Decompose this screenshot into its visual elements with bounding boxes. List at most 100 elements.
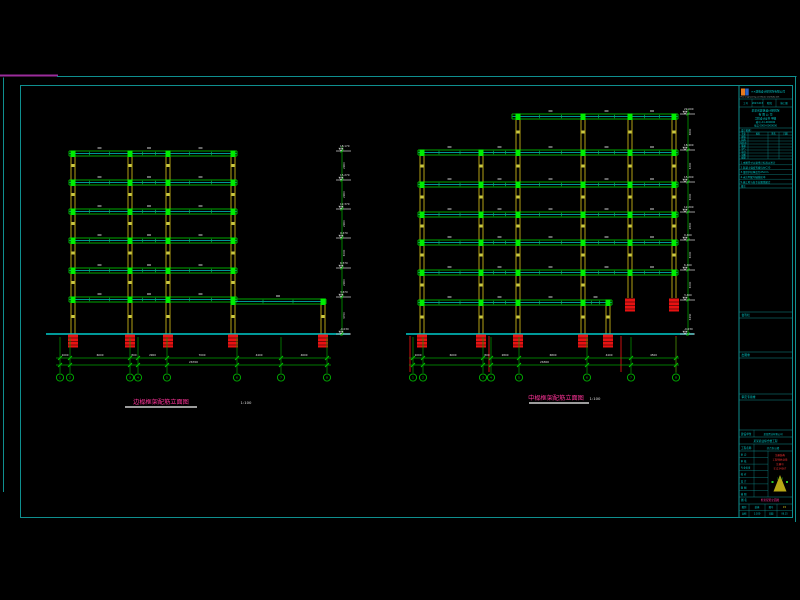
story-height-text: 3000 bbox=[342, 249, 346, 256]
dim-text: 800 bbox=[131, 353, 136, 357]
beam-column-node bbox=[165, 237, 171, 244]
beam-column-node bbox=[127, 150, 133, 157]
beam-column-node bbox=[419, 269, 425, 276]
level-dim-tick bbox=[340, 178, 344, 182]
beam-column-node bbox=[515, 113, 521, 120]
title-block-text: ××建筑设计研究院有限公司 bbox=[751, 90, 785, 94]
dim-text: 800 bbox=[484, 353, 489, 357]
dim-text: 4400 bbox=[606, 353, 613, 357]
dim-text: 2900 bbox=[149, 353, 156, 357]
beam-column-node bbox=[605, 299, 611, 306]
story-height-text: 3200 bbox=[688, 162, 692, 169]
beam-annotation-mark bbox=[147, 147, 151, 149]
level-value: 3.400 bbox=[684, 293, 692, 297]
beam-column-node bbox=[230, 208, 236, 215]
level-value: 6.570 bbox=[340, 261, 348, 265]
beam-column-node bbox=[580, 211, 586, 218]
beam-annotation-mark bbox=[447, 266, 452, 268]
beam-annotation-mark bbox=[650, 236, 654, 238]
beam-annotation-mark bbox=[497, 236, 502, 238]
story-height-text: 3000 bbox=[688, 193, 692, 200]
column-tick bbox=[166, 315, 170, 318]
level-dim-tick bbox=[340, 266, 344, 270]
title-block-text: 建筑 bbox=[741, 135, 746, 139]
title-block-text: 描 图 bbox=[741, 492, 747, 496]
title-block-text: 建设单位 bbox=[741, 432, 752, 436]
column-tick bbox=[420, 315, 424, 319]
beam-annotation-mark bbox=[97, 264, 102, 266]
column-tick bbox=[231, 315, 235, 318]
beam-column-node bbox=[671, 211, 677, 218]
level-flag-triangle bbox=[682, 296, 688, 301]
footing-pad bbox=[603, 334, 613, 348]
beam-column-node bbox=[627, 269, 633, 276]
title-block-text: 图别 bbox=[742, 505, 747, 509]
title-block-text: 工程设计证书 甲级 bbox=[755, 117, 777, 121]
beam-annotation-mark bbox=[650, 208, 654, 210]
column-tick bbox=[166, 193, 170, 196]
level-dim-tick bbox=[686, 148, 690, 152]
title-block-text: 概算 bbox=[741, 156, 746, 160]
title-block-text: 暖通 bbox=[741, 144, 746, 148]
beam-column-node bbox=[419, 149, 425, 156]
beam-column-node bbox=[165, 150, 171, 157]
beam-column-node bbox=[627, 211, 633, 218]
axis-bubble bbox=[162, 373, 172, 382]
column-tick bbox=[420, 253, 424, 257]
title-block-text: 审 核 bbox=[741, 459, 747, 463]
title-block-text: 5.施工时与各专业图纸配合 bbox=[741, 180, 771, 184]
story-height-text: 2900 bbox=[342, 279, 346, 286]
axis-bubble bbox=[55, 373, 65, 382]
beam-column-node bbox=[127, 267, 133, 274]
dim-text: 6000 bbox=[97, 353, 104, 357]
beam-column-node bbox=[671, 113, 677, 120]
beam-column-node bbox=[127, 208, 133, 215]
beam-annotation-mark bbox=[548, 236, 553, 238]
beam-annotation-mark bbox=[97, 147, 102, 149]
title-block-text: 1:100 bbox=[754, 513, 761, 516]
title-block-text: 电气 bbox=[741, 147, 746, 151]
story-height-text: 2900 bbox=[342, 191, 346, 198]
title-block-text: 某某省建筑设计研究院 bbox=[752, 109, 780, 113]
title-block-graphic bbox=[786, 481, 788, 483]
axis-bubble bbox=[125, 373, 135, 382]
beam-annotation-mark bbox=[548, 296, 553, 298]
beam-annotation-mark bbox=[548, 266, 553, 268]
beam-annotation-mark bbox=[497, 178, 502, 180]
beam-column-node bbox=[478, 149, 484, 156]
column-tick bbox=[420, 283, 424, 287]
level-flag-triangle bbox=[338, 330, 344, 335]
column-tick bbox=[231, 164, 235, 167]
beam-annotation-mark bbox=[147, 264, 151, 266]
column-tick bbox=[628, 164, 632, 168]
drawing-scale: 1:100 bbox=[241, 400, 253, 405]
footing-pad bbox=[578, 334, 588, 348]
column-tick bbox=[581, 283, 585, 287]
level-dim-tick bbox=[686, 332, 690, 336]
column-tick bbox=[128, 193, 132, 196]
story-height-text: 3430 bbox=[688, 313, 692, 320]
beam-column-node bbox=[580, 299, 586, 306]
story-height-text: 3000 bbox=[688, 281, 692, 288]
title-block-text: 日期 bbox=[769, 512, 774, 516]
title-block-text: 工程名称 bbox=[741, 446, 752, 450]
level-value: -0.030 bbox=[684, 327, 693, 331]
inner-border bbox=[20, 85, 793, 518]
dim-text: 4500 bbox=[650, 353, 657, 357]
column-tick bbox=[479, 224, 483, 228]
title-block-graphic bbox=[741, 88, 745, 96]
level-value: 9.470 bbox=[340, 231, 348, 235]
level-flag-triangle bbox=[338, 205, 344, 210]
column-tick bbox=[128, 315, 132, 318]
beam-annotation-mark bbox=[604, 266, 609, 268]
axis-bubble bbox=[478, 373, 488, 382]
beam-column-node bbox=[671, 239, 677, 246]
beam-annotation-mark bbox=[548, 178, 553, 180]
beam-column-node bbox=[70, 296, 76, 303]
beam-annotation-mark bbox=[147, 176, 151, 178]
title-block-text: 注册号 bbox=[776, 462, 784, 466]
level-flag-triangle bbox=[682, 146, 688, 151]
column-tick bbox=[231, 281, 235, 284]
beam-column-node bbox=[580, 113, 586, 120]
title-block-text: 备注 bbox=[741, 184, 746, 188]
